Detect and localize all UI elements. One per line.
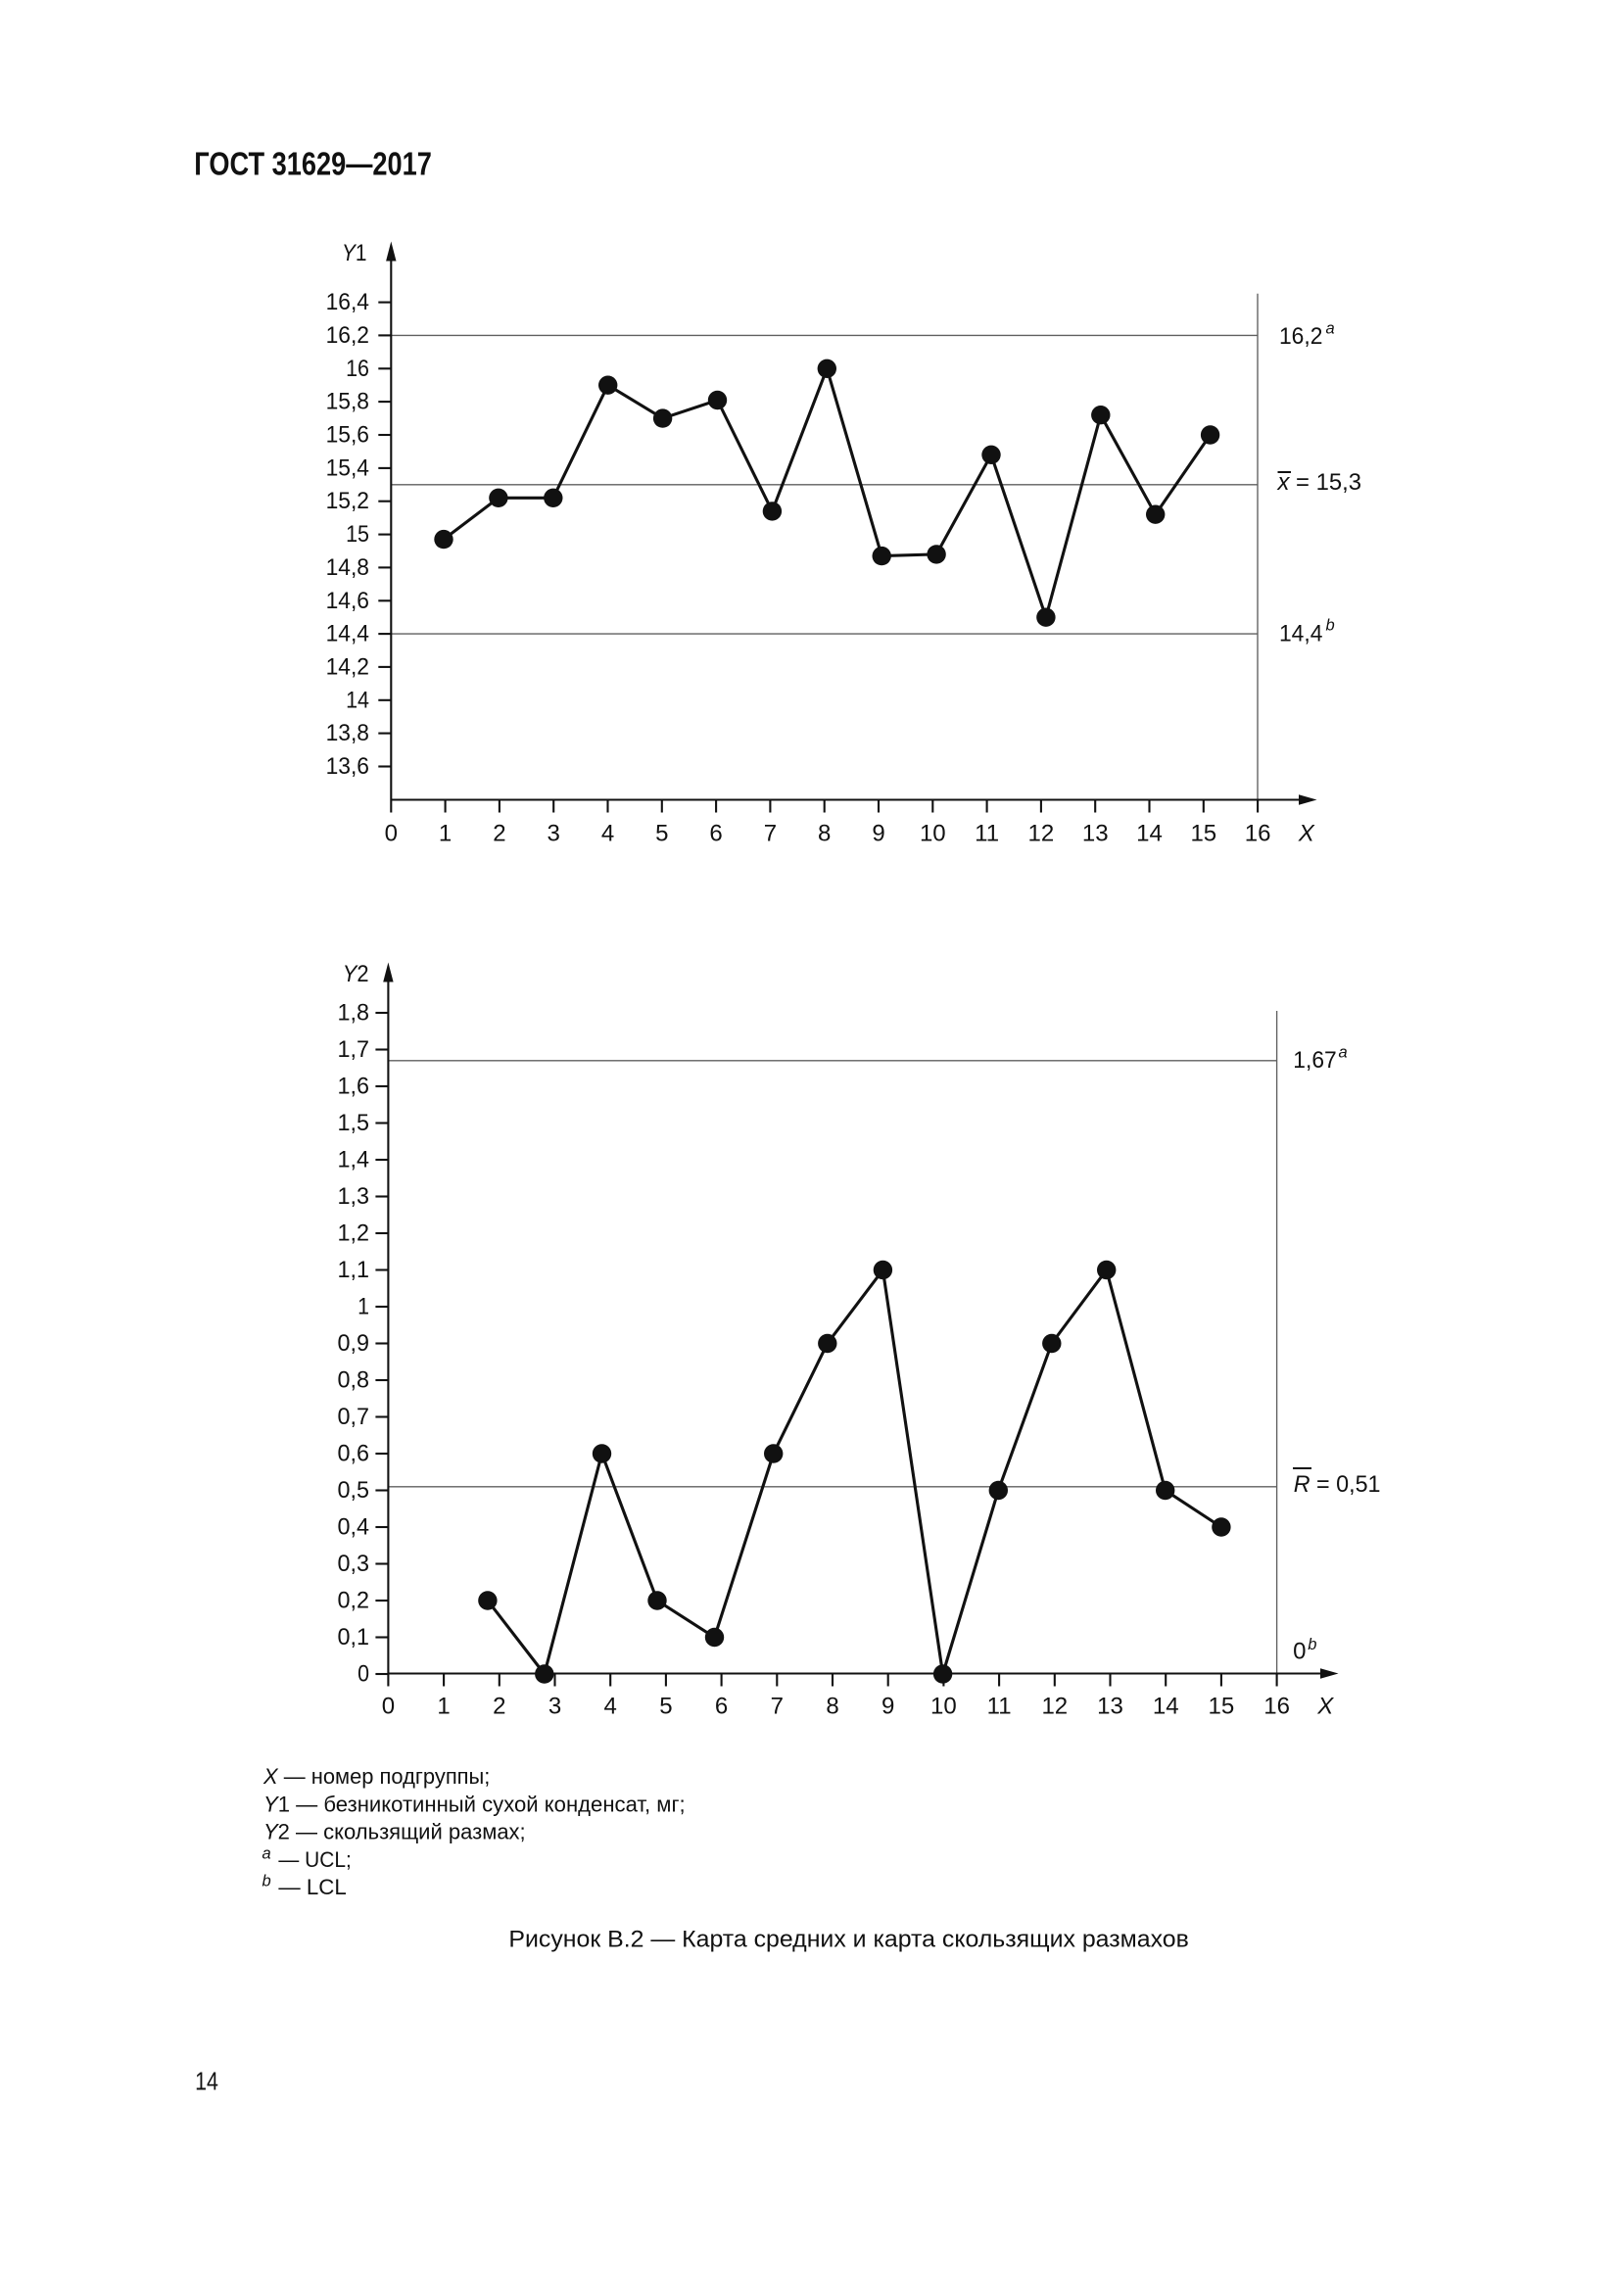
svg-text:15,6: 15,6 [326, 422, 369, 449]
svg-text:8: 8 [826, 1694, 838, 1720]
svg-text:14,6: 14,6 [326, 588, 369, 614]
svg-text:3: 3 [548, 820, 560, 846]
svg-text:— UCL;: — UCL; [278, 1847, 351, 1872]
svg-text:a: a [262, 1844, 271, 1862]
svg-text:X: X [1298, 820, 1315, 846]
svg-text:0,7: 0,7 [338, 1404, 370, 1430]
svg-text:15,4: 15,4 [326, 454, 369, 481]
svg-text:Y1: Y1 [342, 240, 367, 266]
svg-text:14: 14 [1153, 1694, 1179, 1720]
svg-text:14,2: 14,2 [326, 653, 369, 680]
svg-text:0,9: 0,9 [338, 1330, 370, 1357]
svg-text:1,3: 1,3 [338, 1183, 370, 1210]
svg-text:b: b [262, 1873, 271, 1890]
svg-text:1: 1 [357, 1294, 369, 1320]
svg-text:0,3: 0,3 [338, 1551, 370, 1577]
svg-text:b: b [1308, 1636, 1316, 1653]
svg-text:1,1: 1,1 [338, 1257, 370, 1283]
svg-text:10: 10 [930, 1694, 957, 1720]
svg-text:13,6: 13,6 [326, 753, 369, 780]
svg-text:15: 15 [1209, 1694, 1235, 1720]
svg-text:6: 6 [709, 820, 722, 846]
svg-text:14,4: 14,4 [326, 621, 369, 647]
svg-text:a: a [1326, 319, 1335, 337]
svg-text:0: 0 [385, 820, 398, 846]
svg-text:0,5: 0,5 [338, 1477, 370, 1504]
svg-text:1,4: 1,4 [338, 1147, 370, 1173]
svg-text:5: 5 [659, 1694, 672, 1720]
svg-text:1: 1 [439, 820, 452, 846]
svg-text:15: 15 [1190, 820, 1216, 846]
svg-text:2: 2 [493, 1694, 505, 1720]
svg-text:0: 0 [357, 1661, 369, 1688]
svg-text:13: 13 [1097, 1694, 1123, 1720]
svg-text:X — номер подгруппы;: X — номер подгруппы; [262, 1764, 490, 1789]
svg-text:0,4: 0,4 [338, 1514, 370, 1541]
svg-text:5: 5 [655, 820, 668, 846]
svg-text:0: 0 [1293, 1639, 1306, 1665]
svg-text:1: 1 [437, 1694, 450, 1720]
svg-text:1,8: 1,8 [338, 1000, 370, 1027]
svg-text:x = 15,3: x = 15,3 [1277, 469, 1361, 496]
svg-text:R = 0,51: R = 0,51 [1294, 1471, 1381, 1498]
svg-text:Y1 — безникотинный сухой конде: Y1 — безникотинный сухой конденсат, мг; [263, 1792, 686, 1816]
svg-text:4: 4 [604, 1694, 617, 1720]
svg-text:16,2: 16,2 [326, 322, 369, 349]
svg-text:16,2: 16,2 [1279, 323, 1322, 350]
svg-text:14,4: 14,4 [1279, 621, 1322, 647]
svg-text:6: 6 [715, 1694, 728, 1720]
svg-text:0,8: 0,8 [338, 1367, 370, 1394]
svg-text:9: 9 [881, 1694, 894, 1720]
svg-text:8: 8 [818, 820, 831, 846]
svg-text:11: 11 [975, 820, 999, 846]
svg-text:16: 16 [346, 356, 369, 382]
svg-text:15,8: 15,8 [326, 389, 369, 415]
svg-text:15: 15 [346, 521, 369, 548]
svg-text:1,67: 1,67 [1293, 1047, 1336, 1074]
svg-text:13: 13 [1082, 820, 1109, 846]
svg-text:X: X [1316, 1694, 1334, 1720]
svg-text:0: 0 [382, 1694, 395, 1720]
svg-text:14,8: 14,8 [326, 554, 369, 581]
svg-text:14: 14 [195, 2069, 218, 2096]
svg-text:12: 12 [1028, 820, 1055, 846]
svg-text:Y2 — скользящий размах;: Y2 — скользящий размах; [263, 1820, 526, 1844]
svg-text:1,2: 1,2 [338, 1220, 370, 1247]
svg-text:0,2: 0,2 [338, 1588, 370, 1614]
svg-text:14: 14 [346, 687, 369, 713]
svg-text:Рисунок В.2 — Карта средних и: Рисунок В.2 — Карта средних и карта скол… [508, 1928, 1188, 1953]
svg-text:Y2: Y2 [343, 961, 369, 987]
svg-text:4: 4 [601, 820, 614, 846]
svg-text:b: b [1326, 617, 1335, 635]
svg-text:16: 16 [1263, 1694, 1290, 1720]
svg-text:1,7: 1,7 [338, 1036, 370, 1063]
svg-text:ГОСТ 31629—2017: ГОСТ 31629—2017 [194, 146, 432, 182]
svg-text:9: 9 [872, 820, 884, 846]
svg-text:16: 16 [1245, 820, 1271, 846]
svg-text:0,6: 0,6 [338, 1441, 370, 1467]
svg-text:16,4: 16,4 [326, 289, 369, 315]
svg-text:7: 7 [771, 1694, 784, 1720]
svg-text:12: 12 [1041, 1694, 1068, 1720]
svg-text:13,8: 13,8 [326, 720, 369, 746]
svg-text:2: 2 [493, 820, 505, 846]
svg-text:3: 3 [548, 1694, 561, 1720]
svg-text:15,2: 15,2 [326, 488, 369, 514]
svg-text:0,1: 0,1 [338, 1624, 370, 1650]
svg-text:— LCL: — LCL [278, 1875, 346, 1899]
svg-text:1,5: 1,5 [338, 1110, 370, 1136]
svg-text:11: 11 [987, 1694, 1012, 1720]
svg-text:a: a [1339, 1044, 1348, 1062]
svg-text:10: 10 [920, 820, 946, 846]
svg-text:14: 14 [1136, 820, 1163, 846]
svg-text:7: 7 [764, 820, 777, 846]
svg-text:1,6: 1,6 [338, 1074, 370, 1100]
